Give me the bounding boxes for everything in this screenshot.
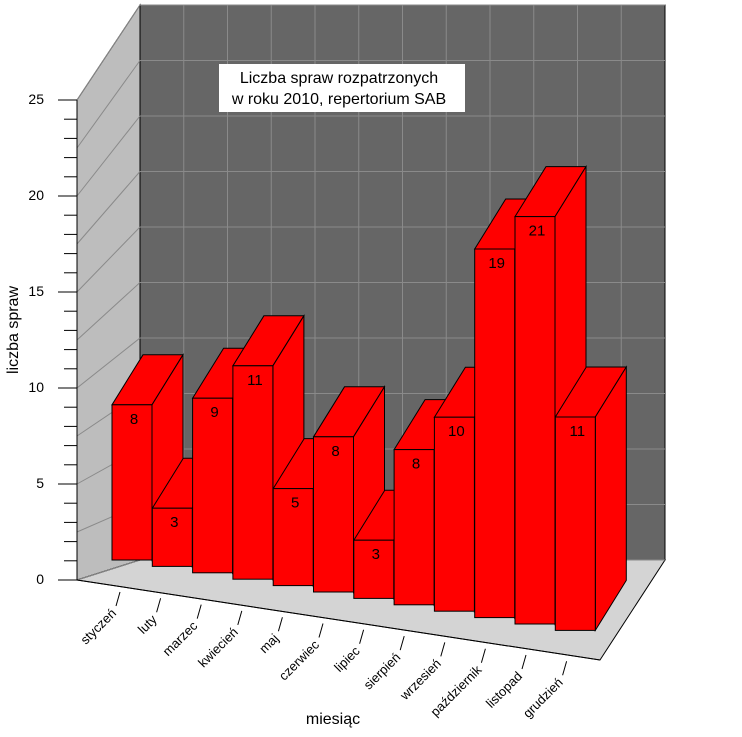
bar-value-label: 9 — [210, 404, 218, 421]
bar-value-label: 21 — [529, 223, 546, 240]
bar-front-face — [232, 365, 274, 580]
bar-front-face — [353, 539, 395, 599]
x-category-label: kwiecień — [195, 624, 241, 670]
grid-line-side — [76, 282, 141, 341]
x-tick — [277, 617, 283, 632]
bar-value-label: 3 — [170, 514, 178, 531]
y-tick-label: 25 — [28, 91, 44, 107]
x-category-label: maj — [256, 631, 281, 656]
x-category-label: marzec — [160, 618, 201, 659]
x-category-label: lipiec — [331, 643, 363, 675]
bar-front-face — [111, 404, 153, 561]
x-category-label: luty — [135, 611, 160, 636]
bar-front-face — [514, 216, 556, 625]
bar-front-face — [474, 248, 516, 619]
bar-front-face — [151, 507, 193, 567]
x-axis-line — [76, 579, 601, 661]
y-tick-label: 15 — [28, 283, 44, 299]
chart-title-line-1: Liczba spraw rozpatrzonych — [240, 70, 438, 87]
y-tick-label: 10 — [28, 379, 44, 395]
chart-title-line-2: w roku 2010, repertorium SAB — [231, 91, 446, 108]
bar-value-label: 8 — [412, 456, 420, 473]
bar-value-label: 5 — [291, 495, 299, 512]
bar-value-label: 8 — [130, 411, 138, 428]
x-category-label: styczeń — [77, 606, 119, 648]
bar-value-label: 3 — [372, 546, 380, 563]
bar-front-face — [433, 416, 475, 612]
grid-line-side — [76, 60, 141, 149]
x-category-label: listopad — [483, 669, 525, 711]
grid-line-side — [76, 4, 141, 101]
x-category-label: sierpień — [361, 650, 404, 693]
x-tick — [115, 591, 121, 607]
x-tick — [237, 610, 243, 626]
grid-line-side — [76, 559, 141, 581]
x-tick — [156, 598, 162, 613]
bar-front-face — [272, 488, 314, 587]
bars: 8 3 9 11 5 8 3 8 10 19 21 11 — [111, 164, 628, 633]
x-tick — [562, 661, 568, 676]
title-box — [219, 64, 465, 112]
x-category-label: wrzesień — [396, 656, 444, 704]
bar: 11 — [554, 365, 628, 633]
bar-value-label: 11 — [570, 423, 586, 440]
x-axis-title: miesiąc — [306, 711, 360, 728]
bar-front-face — [192, 397, 234, 574]
y-tick-label: 5 — [36, 475, 44, 491]
x-tick — [440, 642, 446, 657]
grid-line-side — [76, 171, 141, 245]
y-tick-label: 0 — [36, 571, 44, 587]
bar-value-label: 11 — [247, 372, 263, 389]
y-axis: 0 5 10 15 20 25 — [28, 91, 78, 587]
x-tick — [318, 623, 324, 638]
x-tick — [399, 635, 405, 651]
bar-value-label: 19 — [488, 255, 505, 272]
grid-line-side — [76, 226, 141, 293]
x-tick — [359, 629, 365, 644]
bar-value-label: 8 — [331, 443, 339, 460]
bar-front-face — [393, 449, 435, 606]
bar-value-label: 10 — [448, 423, 465, 440]
x-tick — [196, 604, 202, 619]
grid-line-side — [76, 115, 141, 197]
x-category-label: czerwiec — [276, 637, 323, 684]
x-category-label: grudzień — [520, 675, 566, 721]
x-tick — [521, 654, 527, 670]
grid-line-side — [76, 337, 141, 389]
bar-front-face — [313, 436, 354, 593]
x-tick — [480, 648, 486, 663]
y-axis-title: liczba spraw — [5, 286, 22, 374]
y-tick-label: 20 — [28, 187, 44, 203]
bar-front-face — [554, 416, 596, 631]
